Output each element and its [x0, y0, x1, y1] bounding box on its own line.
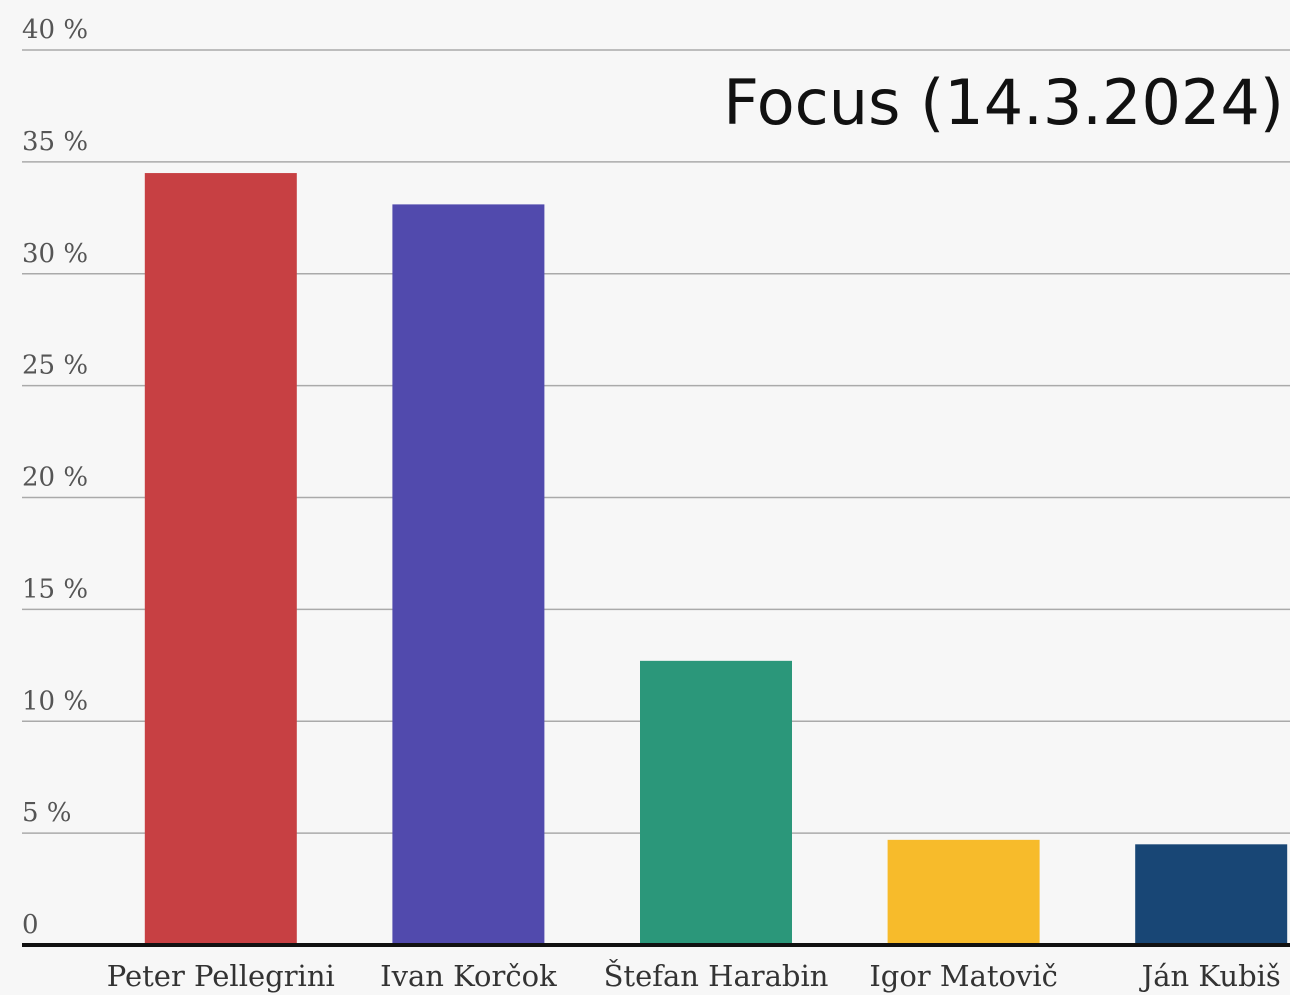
bar	[640, 660, 792, 943]
x-tick-label: Peter Pellegrini	[107, 959, 335, 993]
bar	[887, 839, 1040, 943]
bar	[392, 204, 545, 943]
x-tick-label: Igor Matovič	[869, 959, 1058, 993]
x-tick-label: Ivan Korčok	[380, 959, 557, 993]
x-tick-label: Ján Kubiš	[1139, 959, 1281, 993]
y-tick-label: 0	[22, 910, 39, 940]
y-tick-label: 10 %	[22, 686, 88, 716]
chart-title: Focus (14.3.2024)	[723, 66, 1284, 139]
bar	[144, 173, 297, 943]
y-tick-label: 15 %	[22, 574, 88, 604]
y-tick-label: 35 %	[22, 127, 88, 157]
y-tick-label: 5 %	[22, 798, 72, 828]
bar	[1135, 844, 1288, 943]
y-tick-label: 30 %	[22, 239, 88, 269]
y-tick-label: 40 %	[22, 15, 88, 45]
x-tick-label: Štefan Harabin	[604, 958, 829, 993]
y-tick-label: 20 %	[22, 463, 88, 493]
y-tick-label: 25 %	[22, 351, 88, 381]
